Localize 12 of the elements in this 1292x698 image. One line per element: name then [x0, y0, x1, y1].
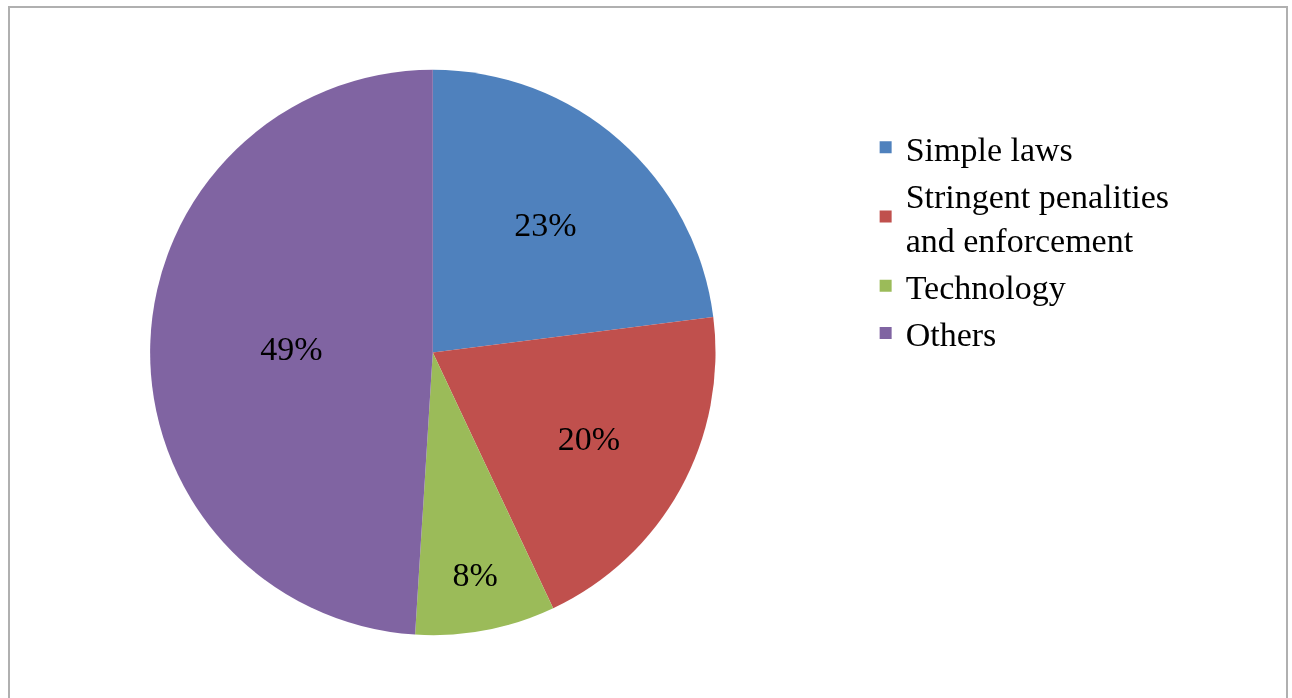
- data-label: 20%: [557, 419, 620, 457]
- legend-label: Simple laws: [905, 130, 1073, 168]
- pie-slice: [150, 69, 433, 635]
- legend-label: Stringent penalities and enforcement: [905, 177, 1170, 259]
- data-label: 8%: [452, 556, 498, 594]
- pie-slice: [415, 352, 554, 635]
- legend-label: Others: [905, 316, 997, 354]
- data-label: 49%: [260, 329, 323, 367]
- legend-label: Technology: [905, 269, 1066, 307]
- pie-slice: [432, 317, 716, 609]
- data-label: 23%: [514, 206, 577, 244]
- pie-slice: [432, 69, 714, 353]
